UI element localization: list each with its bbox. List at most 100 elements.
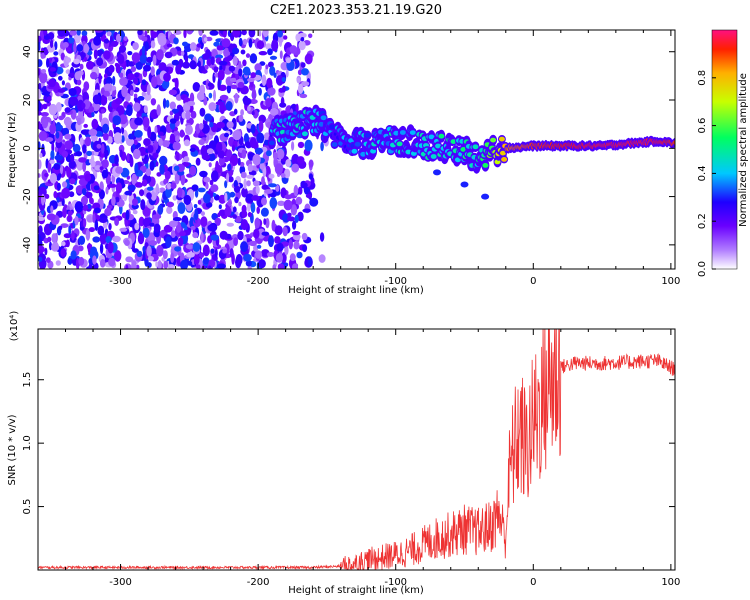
- spectrogram-noise-blob: [68, 160, 77, 169]
- spectrogram-noise-blob: [113, 132, 122, 145]
- spectrogram-noise-blob: [211, 170, 219, 182]
- spectrogram-noise-blob: [233, 108, 238, 115]
- spectrogram-noise-blob: [248, 240, 257, 247]
- spectrogram-noise-blob: [83, 81, 90, 91]
- spectrogram-noise-blob: [79, 137, 84, 146]
- spectrogram-noise-blob: [101, 159, 109, 169]
- spectrogram-noise-blob: [149, 240, 158, 246]
- spectrogram-noise-blob: [107, 95, 113, 101]
- spectrogram-noise-blob: [232, 55, 238, 66]
- y-tick-label: 1.0: [22, 435, 33, 451]
- x-tick-label: -200: [247, 577, 270, 588]
- spectrogram-noise-blob: [136, 250, 143, 258]
- spectrogram-noise-blob: [247, 211, 252, 218]
- spectrogram-noise-blob: [94, 207, 101, 214]
- spectrogram-noise-blob: [206, 58, 212, 66]
- spectrogram-noise-blob: [227, 163, 232, 172]
- spectrogram-noise-blob: [78, 157, 87, 163]
- spectrogram-noise-blob: [58, 115, 65, 121]
- spectrogram-noise-blob: [274, 163, 283, 175]
- colorbar-tick-label: 0.6: [697, 118, 708, 134]
- spectrogram-noise-blob: [114, 62, 119, 67]
- spectrogram-noise-blob: [39, 71, 48, 84]
- spectrogram-noise-blob: [147, 145, 154, 153]
- spectrogram-noise-blob: [102, 123, 110, 134]
- spectrogram-noise-blob: [260, 207, 269, 217]
- spectrogram-ylabel: Frequency (Hz): [7, 112, 18, 188]
- spectrogram-noise-blob: [226, 222, 234, 227]
- spectrogram-noise-blob: [195, 264, 201, 269]
- spectrogram-noise-blob: [38, 256, 43, 262]
- spectrogram-noise-blob: [308, 159, 314, 168]
- spectrogram-noise-blob: [192, 232, 199, 239]
- spectrogram-noise-blob: [231, 253, 235, 265]
- spectrogram-noise-blob: [234, 92, 239, 104]
- spectrogram-noise-blob: [114, 250, 122, 262]
- spectrogram-noise-blob: [233, 185, 241, 193]
- spectrogram-noise-blob: [140, 199, 146, 211]
- spectrogram-noise-blob: [234, 196, 239, 204]
- spectrogram-noise-blob: [174, 77, 179, 90]
- colorbar-frame: [711, 29, 738, 270]
- spectrogram-noise-blob: [244, 141, 251, 147]
- spectrogram-noise-blob: [96, 143, 102, 149]
- spectrogram-noise-blob: [266, 77, 273, 89]
- spectrogram-noise-blob: [269, 55, 278, 60]
- spectrogram-noise-blob: [156, 49, 164, 61]
- spectrogram-noise-blob: [206, 148, 214, 155]
- spectrogram-noise-blob: [90, 197, 94, 205]
- spectrogram-noise-blob: [228, 65, 236, 72]
- spectrogram-noise-blob: [146, 192, 152, 200]
- spectrogram-noise-blob: [124, 219, 129, 227]
- spectrogram-noise-blob: [207, 224, 217, 232]
- spectrogram-noise-blob: [241, 204, 247, 214]
- spectrogram-noise-blob: [76, 79, 82, 86]
- spectrogram-noise-blob: [232, 130, 242, 141]
- spectrogram-noise-blob: [64, 140, 73, 150]
- spectrogram-noise-blob: [289, 45, 298, 54]
- spectrogram-noise-blob: [157, 131, 164, 136]
- spectrogram-noise-blob: [226, 55, 233, 61]
- spectrogram-noise-blob: [267, 87, 276, 96]
- spectrogram-noise-blob: [159, 155, 168, 166]
- spectrogram-noise-blob: [123, 36, 128, 41]
- spectrogram-ridge-point: [399, 130, 406, 135]
- spectrogram-noise-blob: [54, 154, 64, 161]
- spectrogram-noise-blob: [76, 30, 81, 36]
- spectrogram-noise-blob: [297, 186, 303, 195]
- spectrogram-noise-blob: [198, 30, 204, 37]
- spectrogram-noise-blob: [186, 251, 195, 258]
- spectrogram-noise-blob: [86, 60, 94, 70]
- spectrogram-noise-blob: [99, 110, 103, 123]
- spectrogram-ridge-point: [364, 132, 371, 138]
- spectrogram-noise-blob: [272, 264, 277, 269]
- spectrogram-noise-blob: [137, 96, 145, 101]
- spectrogram-noise-blob: [84, 173, 92, 182]
- spectrogram-noise-blob: [73, 42, 77, 53]
- spectrogram-noise-blob: [248, 30, 256, 38]
- spectrogram-noise-blob: [243, 97, 252, 106]
- spectrogram-noise-blob: [164, 51, 173, 59]
- spectrogram-noise-blob: [288, 239, 293, 250]
- spectrogram-noise-blob: [174, 172, 180, 185]
- spectrogram-noise-blob: [82, 144, 87, 154]
- spectrogram-noise-blob: [249, 137, 257, 149]
- spectrogram-noise-blob: [205, 182, 209, 190]
- spectrogram-noise-blob: [105, 186, 109, 195]
- spectrogram-noise-blob: [185, 54, 189, 61]
- spectrogram-noise-blob: [133, 77, 139, 85]
- spectrogram-noise-blob: [55, 131, 60, 139]
- spectrogram-noise-blob: [83, 123, 88, 128]
- spectrogram-noise-blob: [49, 123, 57, 135]
- spectrogram-noise-blob: [209, 179, 214, 186]
- spectrogram-noise-blob: [119, 227, 128, 232]
- spectrogram-noise-blob: [38, 235, 42, 244]
- spectrogram-noise-blob: [38, 173, 41, 178]
- spectrogram-noise-blob: [46, 96, 52, 102]
- x-tick-label: 0: [530, 577, 536, 588]
- spectrogram-noise-blob: [183, 194, 192, 206]
- spectrogram-noise-blob: [173, 30, 182, 35]
- spectrogram-noise-blob: [254, 147, 263, 155]
- spectrogram-noise-blob: [149, 222, 155, 227]
